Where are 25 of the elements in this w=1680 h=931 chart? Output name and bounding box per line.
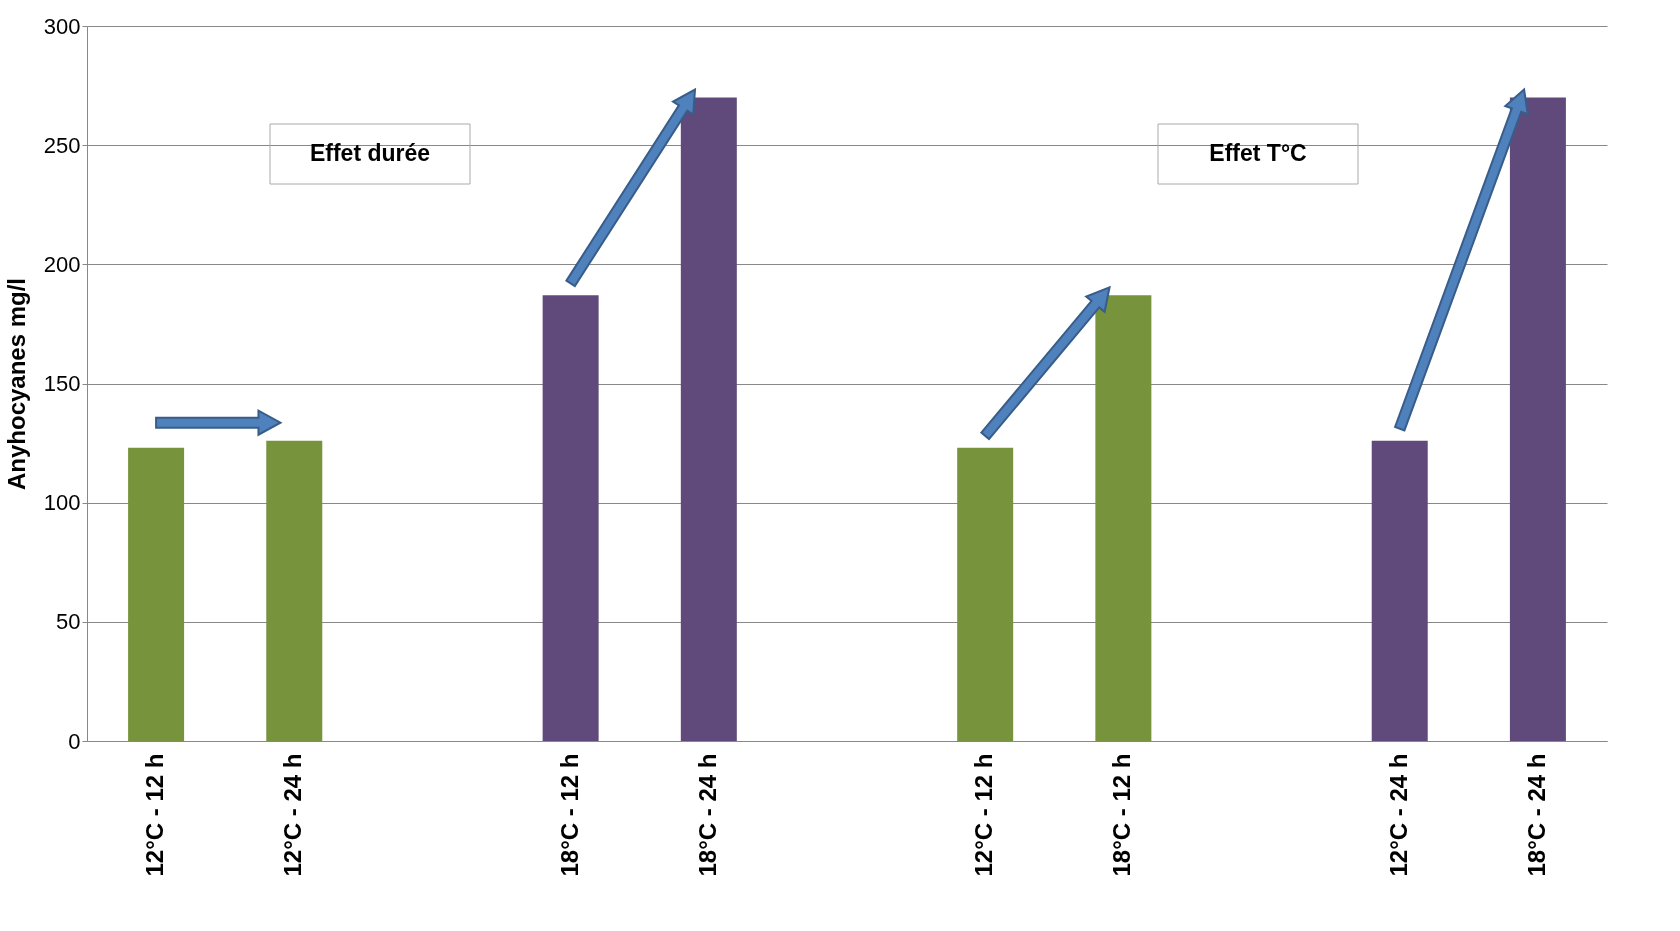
x-tick-label: 12°C - 24 h [279, 753, 307, 877]
bar [128, 447, 185, 741]
x-tick-label: 12°C - 24 h [1384, 753, 1412, 877]
x-tick-label: 18°C - 12 h [1108, 753, 1136, 877]
y-tick-label: 100 [43, 490, 81, 516]
x-tick-label: 18°C - 24 h [693, 753, 721, 877]
bar [680, 97, 737, 741]
x-tick-label: 18°C - 24 h [1522, 753, 1550, 877]
annotation: Effet T°C [1209, 140, 1307, 166]
y-tick-label: 150 [43, 371, 81, 396]
y-tick-label: 250 [43, 132, 81, 158]
bar [1095, 295, 1152, 741]
annotation: Effet durée [309, 140, 431, 166]
x-tick-label: 12°C - 12 h [141, 753, 169, 877]
x-tick-label: 12°C - 12 h [970, 753, 998, 877]
bar [542, 295, 599, 741]
y-tick-label: 50 [56, 609, 81, 635]
y-tick-label: 0 [68, 728, 81, 754]
bar [957, 447, 1014, 741]
bar [266, 440, 323, 741]
x-tick-label: 18°C - 12 h [555, 753, 583, 877]
y-axis-title: Anyhocyanes mg/l [2, 277, 30, 491]
y-tick-label: 200 [43, 251, 81, 277]
y-tick-label: 300 [43, 13, 81, 39]
bar [1371, 440, 1428, 741]
